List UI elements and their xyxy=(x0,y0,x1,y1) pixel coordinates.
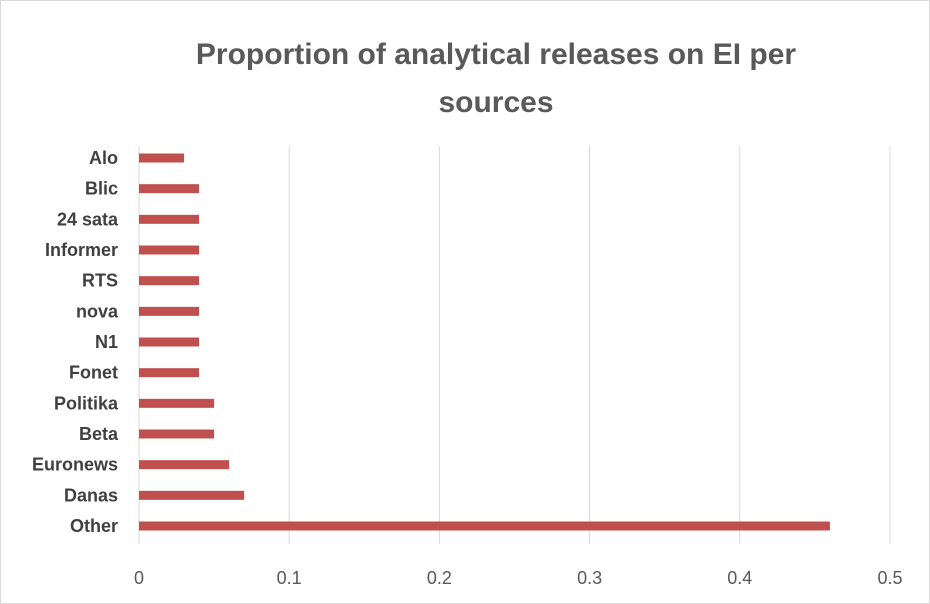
bar xyxy=(139,276,200,286)
bar xyxy=(139,398,215,408)
y-tick-label: Fonet xyxy=(69,363,118,383)
x-tick-label: 0.5 xyxy=(877,568,902,588)
y-tick-label: Other xyxy=(70,516,118,536)
y-tick-label: Alo xyxy=(89,148,118,168)
bar xyxy=(139,460,230,470)
bar xyxy=(139,153,185,163)
y-tick-label: Beta xyxy=(79,424,119,444)
y-tick-label: Politika xyxy=(54,393,119,413)
bar xyxy=(139,521,830,531)
x-tick-label: 0.1 xyxy=(277,568,302,588)
bar xyxy=(139,490,245,500)
y-tick-label: Euronews xyxy=(32,455,118,475)
bar xyxy=(139,368,200,378)
y-tick-label: nova xyxy=(76,301,119,321)
x-tick-label: 0.4 xyxy=(727,568,752,588)
chart-title: Proportion of analytical releases on EI … xyxy=(195,38,797,119)
x-tick-label: 0 xyxy=(134,568,144,588)
y-tick-label: N1 xyxy=(95,332,118,352)
bar xyxy=(139,306,200,316)
x-tick-label: 0.3 xyxy=(577,568,602,588)
bar xyxy=(139,429,215,439)
x-tick-label: 0.2 xyxy=(427,568,452,588)
y-tick-label: Blic xyxy=(85,179,118,199)
bar xyxy=(139,337,200,347)
bar xyxy=(139,214,200,224)
bar xyxy=(139,245,200,255)
y-tick-label: 24 sata xyxy=(57,209,119,229)
y-tick-label: Informer xyxy=(45,240,118,260)
y-tick-label: Danas xyxy=(64,485,118,505)
bar xyxy=(139,184,200,194)
y-tick-label: RTS xyxy=(82,271,118,291)
